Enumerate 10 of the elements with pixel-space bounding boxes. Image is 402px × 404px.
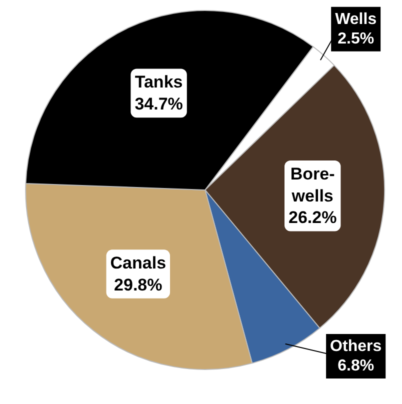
slice-label: Others — [330, 338, 382, 355]
data-label: 29.8% — [114, 275, 162, 294]
slice-label: Canals — [110, 254, 166, 273]
data-label: 2.5% — [338, 30, 374, 48]
data-label: 26.2% — [288, 208, 337, 228]
data-label: 6.8% — [338, 358, 374, 375]
slice-label: Bore-wells — [290, 164, 335, 206]
slice-label: Wells — [335, 10, 377, 28]
data-label: 34.7% — [134, 94, 183, 114]
slice-label: Tanks — [134, 72, 183, 92]
